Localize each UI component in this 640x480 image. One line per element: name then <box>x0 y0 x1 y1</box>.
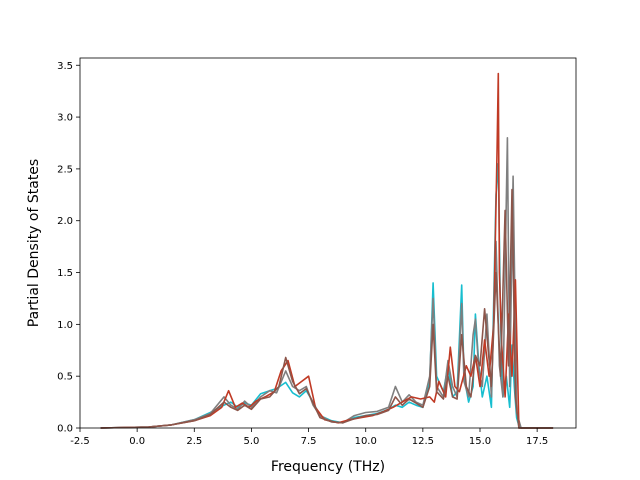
y-tick-label: 1.0 <box>57 320 73 331</box>
x-tick-label: 0.0 <box>129 436 145 447</box>
x-axis-label: Frequency (THz) <box>271 459 385 475</box>
series-line-1 <box>100 162 554 429</box>
axis-ticks: -2.5 0.0 2.5 5.0 7.5 10.0 12.5 15.0 17.50.00.51.… <box>57 61 548 447</box>
series-line-2 <box>100 137 554 429</box>
x-tick-label: 12.5 <box>412 436 434 447</box>
y-tick-label: 2.0 <box>57 216 73 227</box>
y-tick-label: 0.5 <box>57 372 73 383</box>
y-tick-label: 1.5 <box>57 268 73 279</box>
x-tick-label: 7.5 <box>301 436 317 447</box>
x-tick-label: -2.5 <box>70 436 90 447</box>
series-line-4 <box>100 188 554 429</box>
x-tick-label: 5.0 <box>243 436 259 447</box>
y-tick-label: 0.0 <box>57 424 73 435</box>
x-tick-label: 17.5 <box>526 436 548 447</box>
series-line-3 <box>100 72 554 429</box>
x-tick-label: 2.5 <box>186 436 202 447</box>
y-tick-label: 2.5 <box>57 164 73 175</box>
series-lines <box>100 72 554 429</box>
x-tick-label: 10.0 <box>355 436 377 447</box>
x-tick-label: 15.0 <box>469 436 491 447</box>
y-tick-label: 3.5 <box>57 61 73 72</box>
y-axis-label: Partial Density of States <box>26 159 42 327</box>
plot-frame <box>79 57 577 429</box>
y-tick-label: 3.0 <box>57 113 73 124</box>
